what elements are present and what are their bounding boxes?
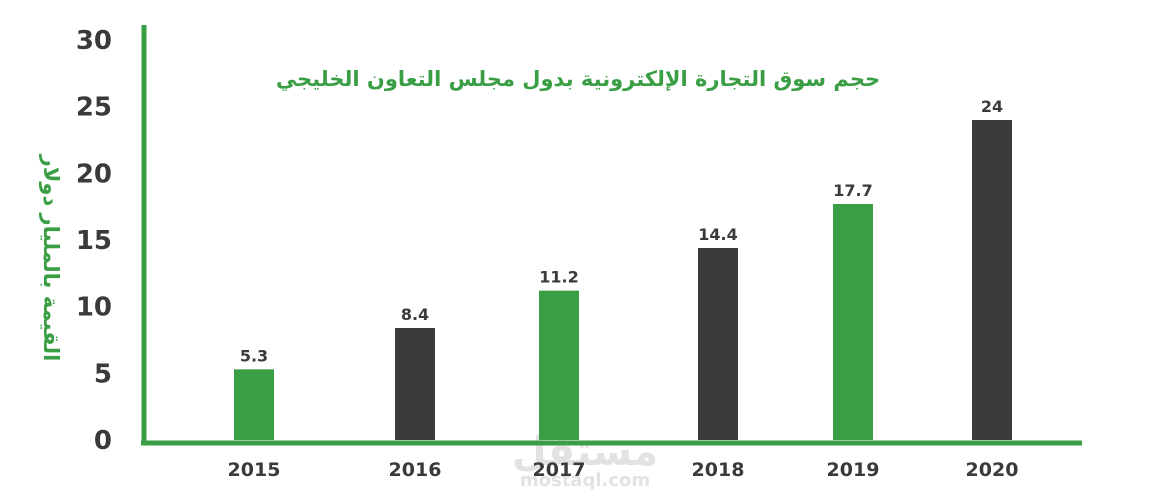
bar-value-label: 24 [981,97,1003,116]
watermark-logo-text: مستقل [512,429,658,475]
y-tick-label: 25 [76,93,112,123]
y-tick-label: 5 [94,359,112,389]
bar [698,248,738,440]
y-tick-label: 20 [76,159,112,189]
x-axis-ticks: 2015 2016 2017 2018 2019 2020 [228,459,1019,481]
x-tick-label: 2016 [389,459,442,481]
y-axis-ticks: 0 5 10 15 20 25 30 [76,26,112,456]
y-tick-label: 30 [76,26,112,56]
x-tick-label: 2019 [827,459,880,481]
watermark: مستقل mostaql.com [512,429,658,491]
x-tick-label: 2017 [533,459,586,481]
bar [972,120,1012,440]
bar [234,369,274,440]
x-tick-label: 2015 [228,459,281,481]
y-tick-label: 10 [76,293,112,323]
bar [395,328,435,440]
chart-title: حجم سوق التجارة الإلكترونية بدول مجلس ال… [276,67,880,91]
x-tick-label: 2018 [692,459,745,481]
bars [234,120,1012,440]
x-tick-label: 2020 [966,459,1019,481]
data-labels: 5.3 8.4 11.2 14.4 17.7 24 [240,97,1003,365]
bar-value-label: 5.3 [240,346,268,365]
bar [539,290,579,440]
bar-value-label: 17.7 [833,181,872,200]
bar-value-label: 14.4 [698,225,737,244]
y-axis-title: القيمة بالمليار دولار [39,154,63,362]
y-tick-label: 0 [94,426,112,456]
bar-value-label: 8.4 [401,305,429,324]
y-tick-label: 15 [76,226,112,256]
bar [833,204,873,440]
watermark-url: mostaql.com [520,470,650,491]
bar-value-label: 11.2 [539,268,578,287]
